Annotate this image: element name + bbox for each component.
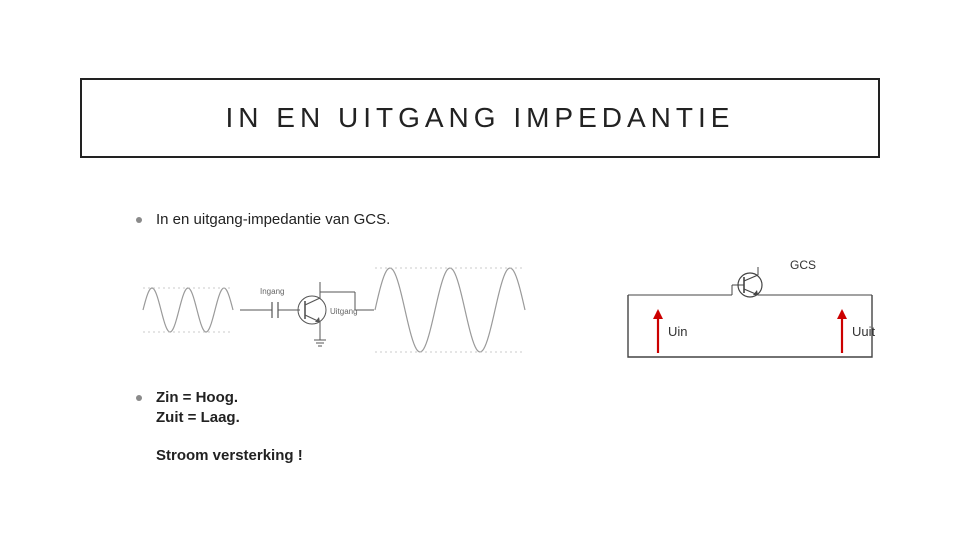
svg-text:Uitgang: Uitgang	[330, 307, 358, 316]
bullet-icon	[136, 217, 142, 223]
diagram-row: Ingang Uitgang GCS Uin Uuit	[130, 250, 880, 370]
svg-text:Ingang: Ingang	[260, 287, 284, 296]
gcs-impedance-diagram: GCS Uin Uuit	[620, 255, 880, 365]
final-line: Stroom versterking !	[156, 447, 880, 464]
svg-text:GCS: GCS	[790, 258, 816, 272]
bullet-icon	[136, 395, 142, 401]
bullet-list-top: In en uitgang-impedantie van GCS.	[136, 210, 880, 238]
page-title: IN EN UITGANG IMPEDANTIE	[92, 102, 868, 134]
zuit-line: Zuit = Laag.	[156, 409, 240, 426]
bullet-list-bottom: Zin = Hoog. Zuit = Laag. Stroom versterk…	[136, 388, 880, 464]
slide: IN EN UITGANG IMPEDANTIE In en uitgang-i…	[0, 0, 960, 540]
svg-text:Uin: Uin	[668, 324, 688, 339]
zin-line: Zin = Hoog.	[156, 389, 238, 406]
list-item: In en uitgang-impedantie van GCS.	[136, 210, 880, 230]
title-box: IN EN UITGANG IMPEDANTIE	[80, 78, 880, 158]
waveform-transistor-diagram: Ingang Uitgang	[130, 255, 550, 365]
list-item: Zin = Hoog. Zuit = Laag.	[136, 388, 880, 429]
bullet-text-zin-zuit: Zin = Hoog. Zuit = Laag.	[156, 388, 240, 429]
svg-text:Uuit: Uuit	[852, 324, 876, 339]
bullet-text-1: In en uitgang-impedantie van GCS.	[156, 210, 390, 230]
